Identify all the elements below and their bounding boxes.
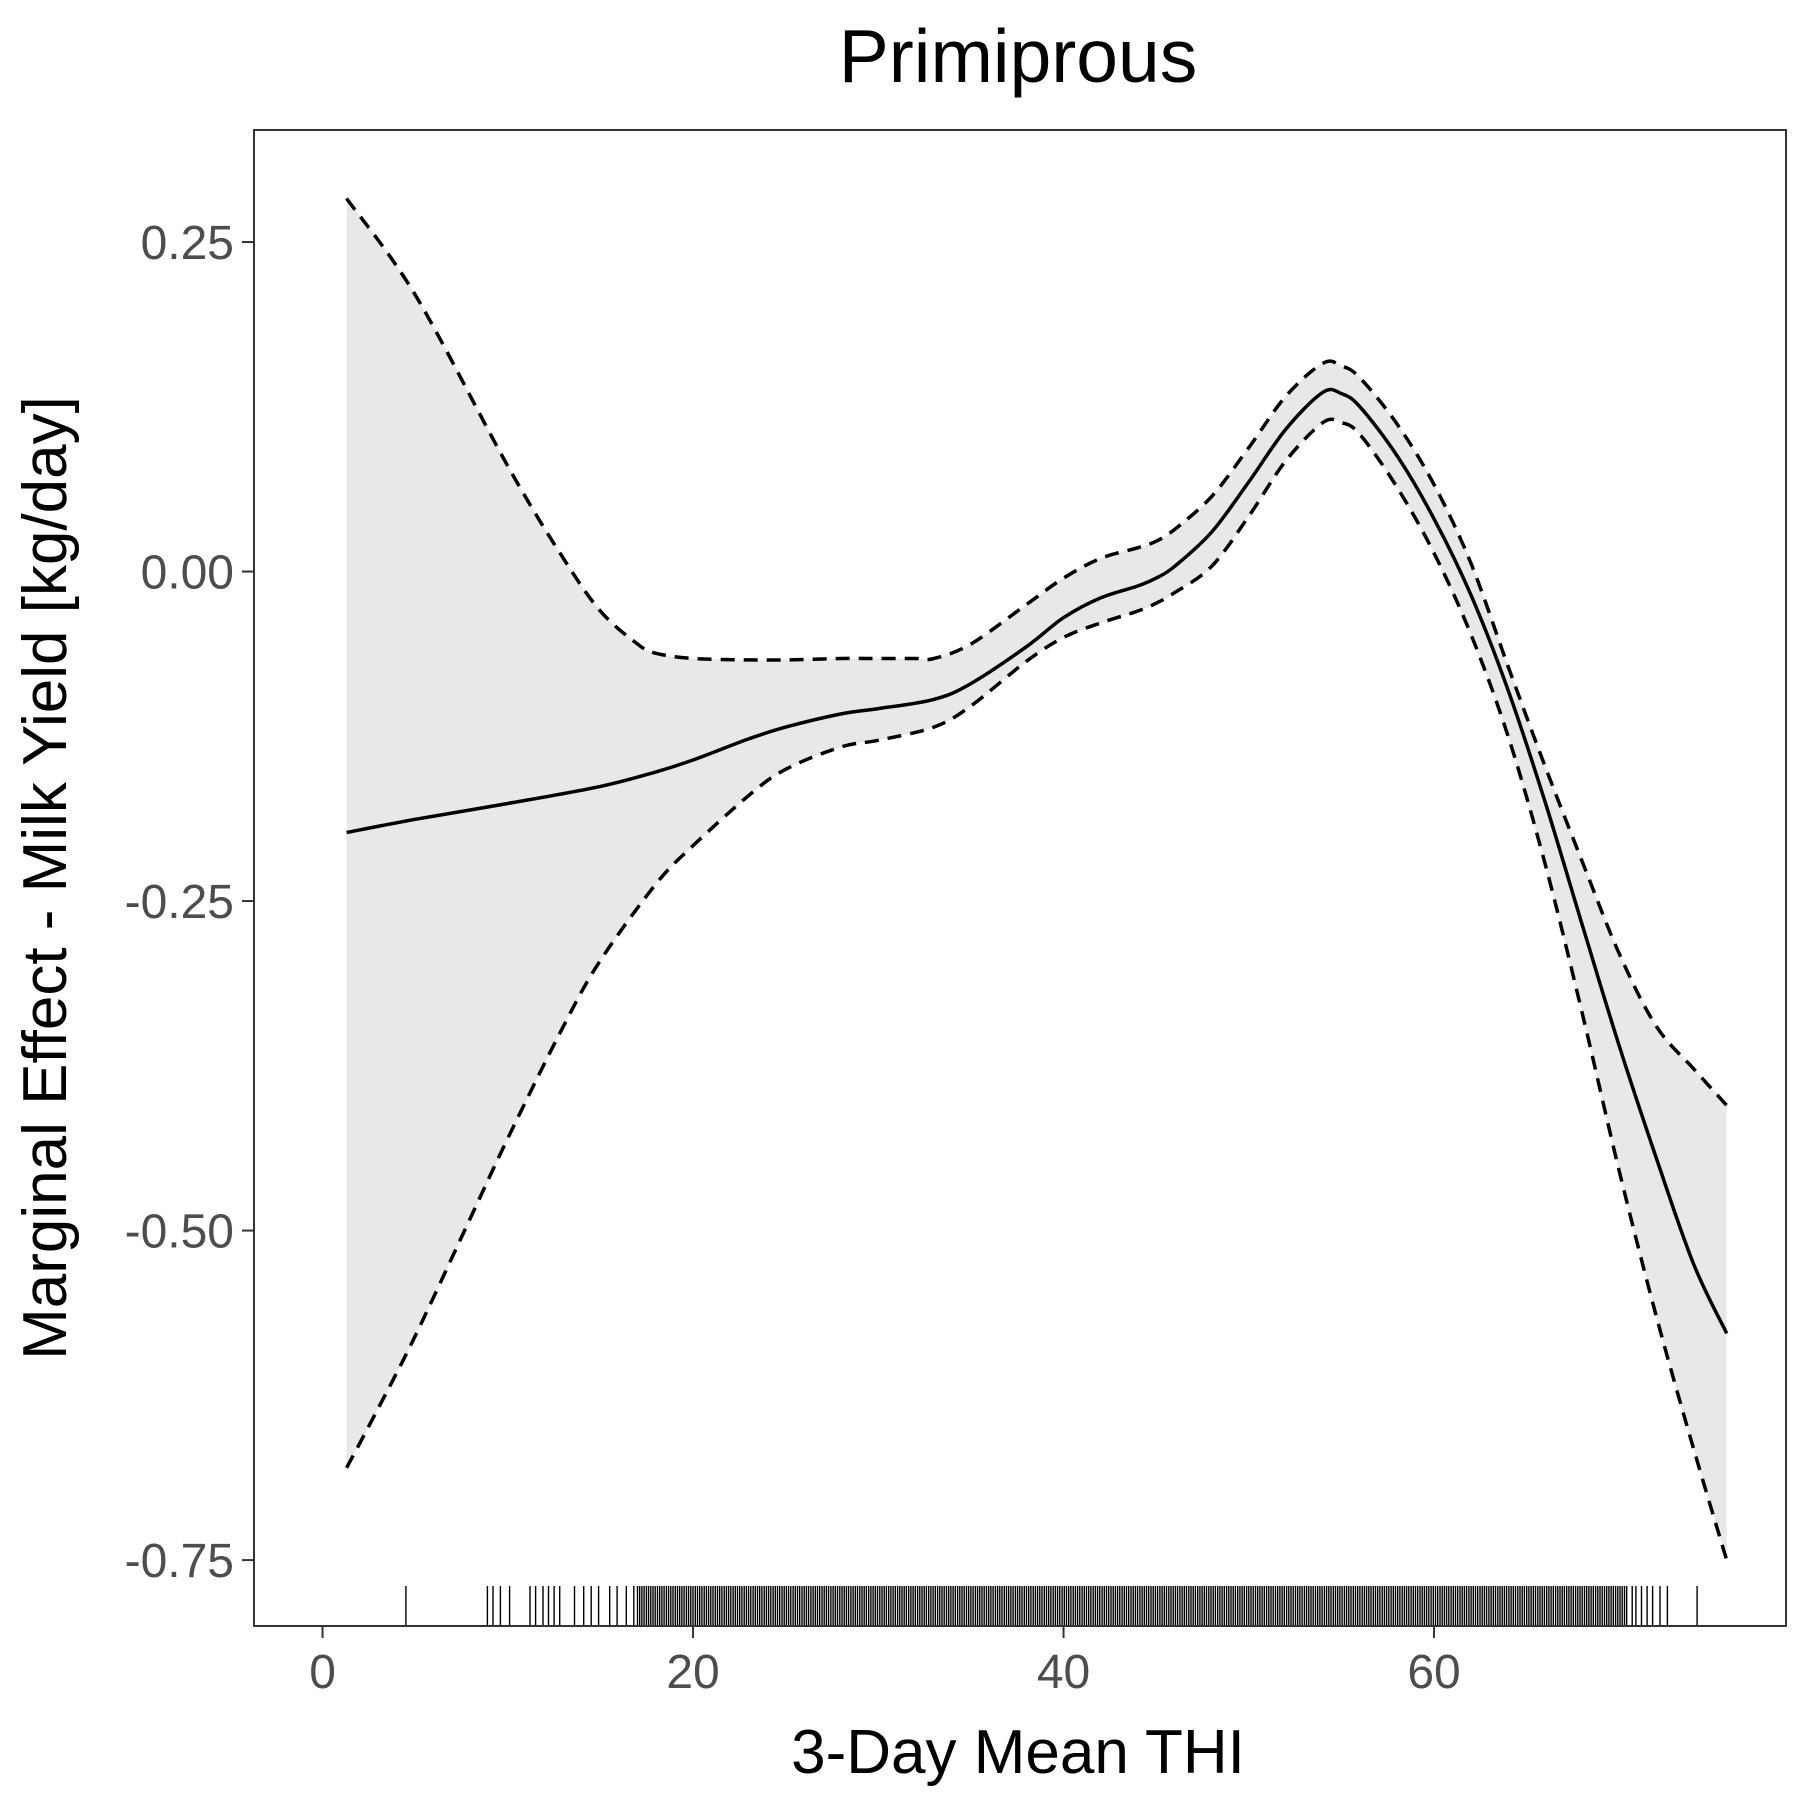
panel-border bbox=[253, 129, 1787, 1627]
estimate-line bbox=[346, 387, 1729, 1335]
y-tick-label: 0.25 bbox=[141, 217, 234, 270]
confidence-band bbox=[346, 198, 1727, 1561]
y-axis-title: Marginal Effect - Milk Yield [kg/day] bbox=[11, 396, 80, 1360]
x-tick-label: 60 bbox=[1407, 1646, 1460, 1699]
lower-bound-line bbox=[345, 417, 1729, 1561]
plot-panel bbox=[253, 129, 1787, 1627]
x-axis-title: 3-Day Mean THI bbox=[791, 1718, 1245, 1787]
x-tick-label: 20 bbox=[666, 1646, 719, 1699]
y-tick-label: -0.25 bbox=[125, 876, 234, 929]
x-tick-label: 40 bbox=[1037, 1646, 1090, 1699]
x-tick-label: 0 bbox=[309, 1646, 336, 1699]
y-tick-label: -0.50 bbox=[125, 1206, 234, 1259]
x-axis: 0 20 40 60 bbox=[309, 1626, 1461, 1699]
y-axis: 0.25 0.00 -0.25 -0.50 -0.75 bbox=[125, 217, 254, 1588]
chart-title: Primiprous bbox=[839, 14, 1197, 98]
y-tick-label: 0.00 bbox=[141, 547, 234, 600]
y-tick-label: -0.75 bbox=[125, 1535, 234, 1588]
rug-marks bbox=[405, 1586, 1698, 1626]
upper-bound-line bbox=[345, 197, 1729, 1107]
